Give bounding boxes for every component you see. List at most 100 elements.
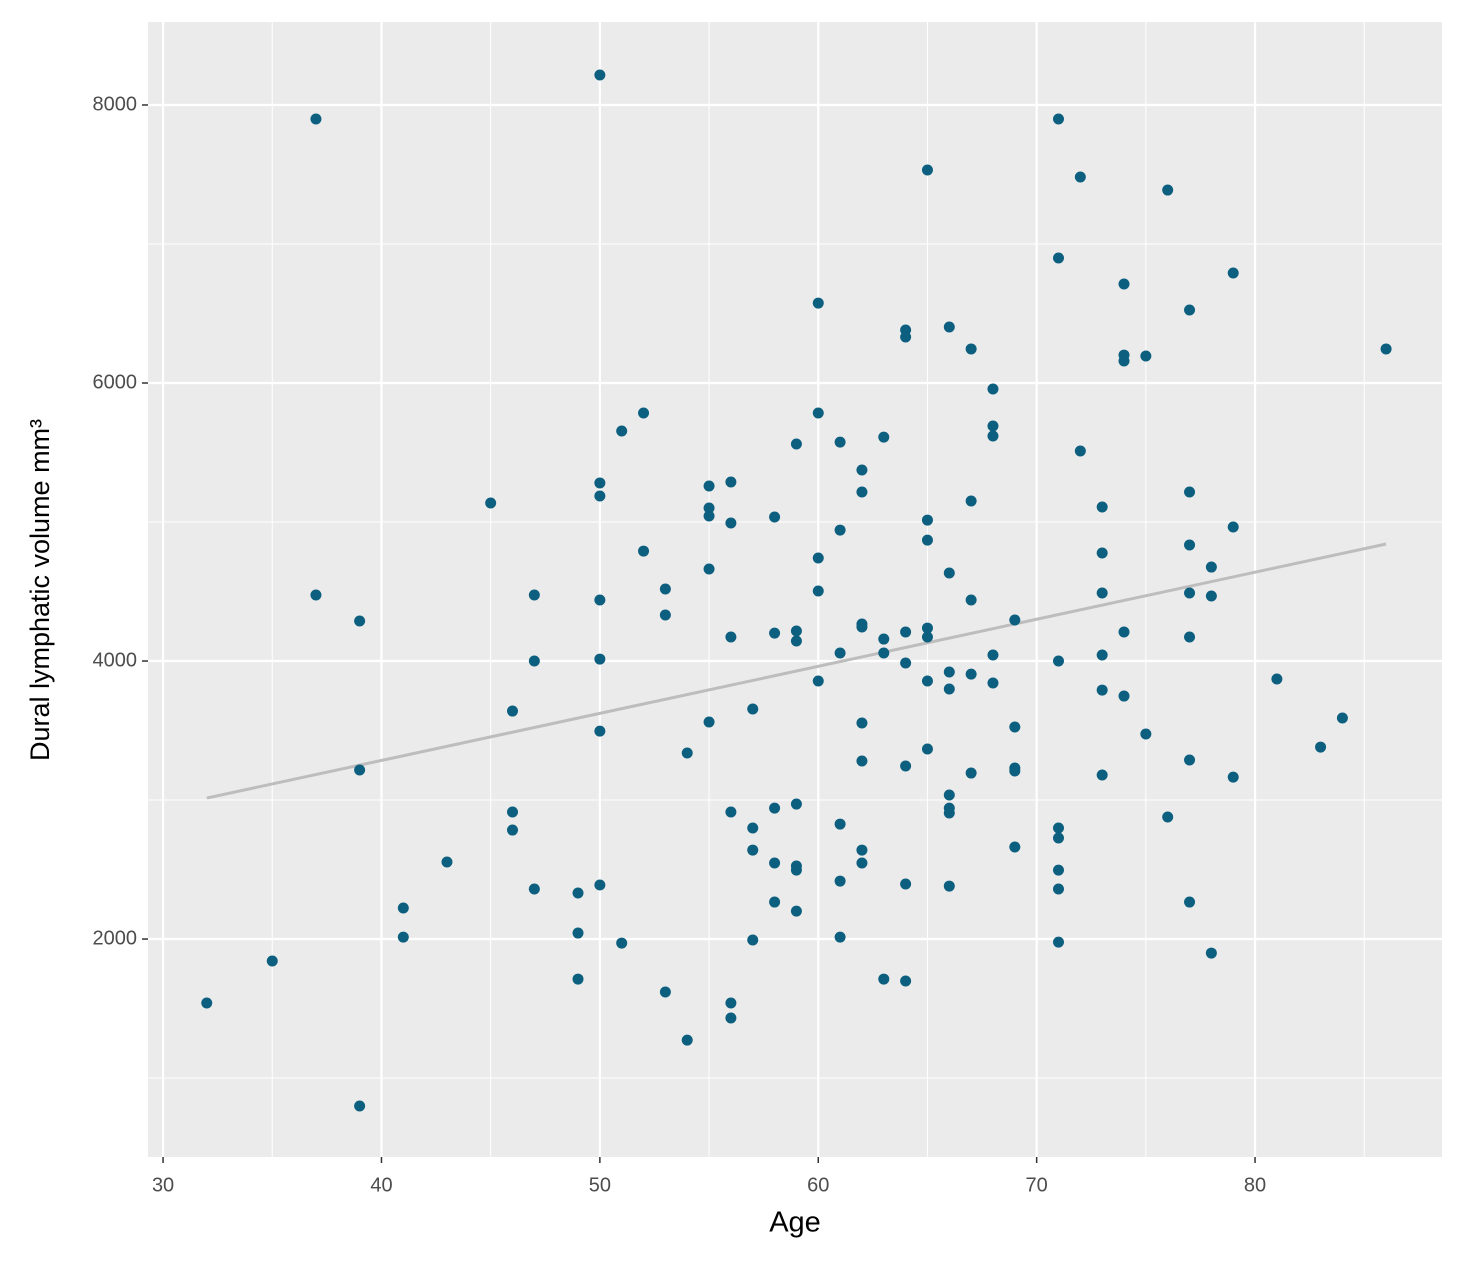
point <box>616 937 628 949</box>
point <box>1074 445 1086 457</box>
point <box>1096 547 1108 559</box>
point <box>703 502 715 514</box>
point <box>834 524 846 536</box>
point <box>856 486 868 498</box>
point <box>572 927 584 939</box>
point <box>310 589 322 601</box>
point <box>921 743 933 755</box>
point <box>900 331 912 343</box>
point <box>790 635 802 647</box>
point <box>1096 501 1108 513</box>
point <box>1140 728 1152 740</box>
point <box>725 476 737 488</box>
point <box>1052 832 1064 844</box>
point <box>1118 690 1130 702</box>
point <box>812 675 824 687</box>
point <box>1184 304 1196 316</box>
point <box>201 997 213 1009</box>
point <box>812 552 824 564</box>
point <box>987 383 999 395</box>
point <box>1052 864 1064 876</box>
point <box>1315 741 1327 753</box>
point <box>987 649 999 661</box>
point <box>856 464 868 476</box>
point <box>507 806 519 818</box>
point <box>878 647 890 659</box>
point <box>1205 561 1217 573</box>
point <box>1096 649 1108 661</box>
point <box>943 321 955 333</box>
point <box>594 653 606 665</box>
point <box>725 1012 737 1024</box>
x-axis-title: Age <box>769 1207 821 1239</box>
point <box>659 583 671 595</box>
point <box>900 626 912 638</box>
point <box>747 934 759 946</box>
point <box>900 760 912 772</box>
point <box>921 164 933 176</box>
point <box>965 767 977 779</box>
point <box>725 517 737 529</box>
point <box>594 490 606 502</box>
point <box>943 789 955 801</box>
y-tick-label: 2000 <box>93 927 138 949</box>
point <box>943 880 955 892</box>
point <box>878 633 890 645</box>
point <box>834 647 846 659</box>
point <box>1227 771 1239 783</box>
point <box>725 997 737 1009</box>
point <box>1336 712 1348 724</box>
point <box>790 625 802 637</box>
point <box>812 407 824 419</box>
point <box>943 567 955 579</box>
point <box>1227 521 1239 533</box>
point <box>1162 811 1174 823</box>
point <box>769 896 781 908</box>
point <box>1009 614 1021 626</box>
point <box>441 856 453 868</box>
point <box>921 534 933 546</box>
point <box>659 986 671 998</box>
point <box>987 677 999 689</box>
point <box>528 589 540 601</box>
point <box>703 716 715 728</box>
point <box>834 931 846 943</box>
trend-line <box>206 542 1387 800</box>
point <box>965 343 977 355</box>
point <box>638 407 650 419</box>
y-tick-label: 6000 <box>93 371 138 393</box>
point <box>1205 947 1217 959</box>
point <box>1162 184 1174 196</box>
point <box>1184 486 1196 498</box>
point <box>900 878 912 890</box>
point <box>638 545 650 557</box>
point <box>812 297 824 309</box>
point <box>987 420 999 432</box>
point <box>725 631 737 643</box>
point <box>1052 252 1064 264</box>
point <box>397 902 409 914</box>
point <box>310 113 322 125</box>
point <box>594 69 606 81</box>
point <box>397 931 409 943</box>
point <box>616 425 628 437</box>
point <box>703 510 715 522</box>
point <box>1140 350 1152 362</box>
point <box>681 1034 693 1046</box>
point <box>528 883 540 895</box>
point <box>965 594 977 606</box>
point <box>790 438 802 450</box>
point <box>769 511 781 523</box>
point <box>1184 587 1196 599</box>
y-tick-label: 4000 <box>93 649 138 671</box>
point <box>769 857 781 869</box>
point <box>1009 841 1021 853</box>
x-tick-label: 30 <box>152 1174 174 1196</box>
point <box>812 585 824 597</box>
point <box>703 480 715 492</box>
point <box>354 615 366 627</box>
point <box>856 717 868 729</box>
point <box>1052 883 1064 895</box>
